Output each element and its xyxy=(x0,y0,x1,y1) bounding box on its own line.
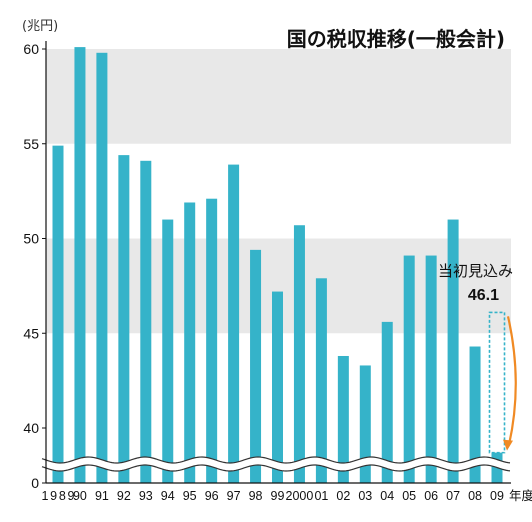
bar-90 xyxy=(74,47,86,483)
annotation-value: 46.1 xyxy=(468,287,499,304)
bar-01 xyxy=(315,278,327,483)
x-tick-label: 01 xyxy=(314,489,328,503)
x-tick-label: 2000 xyxy=(286,489,314,503)
projected-bar xyxy=(488,311,506,454)
bar-04 xyxy=(381,321,393,483)
break-line-upper xyxy=(41,456,511,464)
chart-title: 国の税収推移(一般会計) xyxy=(287,27,505,51)
bar-99 xyxy=(272,291,283,483)
arrow-line xyxy=(506,316,517,445)
bar-91 xyxy=(96,52,108,483)
x-tick-label: 91 xyxy=(95,489,109,503)
y-tick-label: 50 xyxy=(23,231,39,247)
y-tick-label: 60 xyxy=(23,41,39,57)
x-tick-label: 06 xyxy=(424,489,438,503)
x-tick-label: 90 xyxy=(73,489,87,503)
x-tick-label: 07 xyxy=(446,489,460,503)
y-tick-label-zero: 0 xyxy=(31,475,39,491)
bar-93 xyxy=(140,160,152,483)
bar-08 xyxy=(469,346,481,483)
x-tick-label: 92 xyxy=(117,489,131,503)
bar-02 xyxy=(337,355,349,483)
x-tick-label: 08 xyxy=(468,489,482,503)
x-axis-suffix: 年度 xyxy=(509,488,532,503)
bar-97 xyxy=(228,164,240,483)
bar-94 xyxy=(162,219,174,484)
bar-96 xyxy=(206,198,218,483)
y-tick-label: 55 xyxy=(23,136,39,152)
grid-band xyxy=(46,49,511,144)
break-line-lower xyxy=(41,464,511,472)
bar-98 xyxy=(250,249,262,483)
y-tick-label: 40 xyxy=(23,420,39,436)
axis-break xyxy=(41,456,511,472)
x-tick-label: 05 xyxy=(402,489,416,503)
bars xyxy=(41,47,511,484)
grid-bands xyxy=(46,49,511,334)
x-tick-label: 95 xyxy=(183,489,197,503)
bar-05 xyxy=(403,255,415,483)
x-tick-label: 1989 xyxy=(42,489,75,503)
unit-label: (兆円) xyxy=(22,19,58,34)
bar-2000 xyxy=(293,225,305,484)
x-tick-label: 09 xyxy=(490,489,504,503)
bar-95 xyxy=(184,202,196,483)
y-tick-label: 45 xyxy=(23,325,39,341)
bar-03 xyxy=(359,365,371,483)
x-tick-label: 98 xyxy=(249,489,263,503)
x-tick-label: 99 xyxy=(271,489,285,503)
bar-1989 xyxy=(52,145,64,483)
x-tick-label: 94 xyxy=(161,489,175,503)
x-tick-label: 93 xyxy=(139,489,153,503)
bar-07 xyxy=(447,219,459,484)
bar-92 xyxy=(118,155,130,483)
x-tick-label: 96 xyxy=(205,489,219,503)
x-tick-label: 02 xyxy=(336,489,350,503)
bar-06 xyxy=(425,255,437,483)
x-tick-label: 03 xyxy=(358,489,372,503)
annotation-label: 当初見込み xyxy=(438,262,513,280)
y-axis: 40 45 50 55 60 0 xyxy=(23,41,511,491)
annotation: 当初見込み 46.1 xyxy=(438,262,517,454)
x-tick-label: 04 xyxy=(380,489,394,503)
arrow-head xyxy=(503,439,513,451)
x-tick-label: 97 xyxy=(227,489,241,503)
